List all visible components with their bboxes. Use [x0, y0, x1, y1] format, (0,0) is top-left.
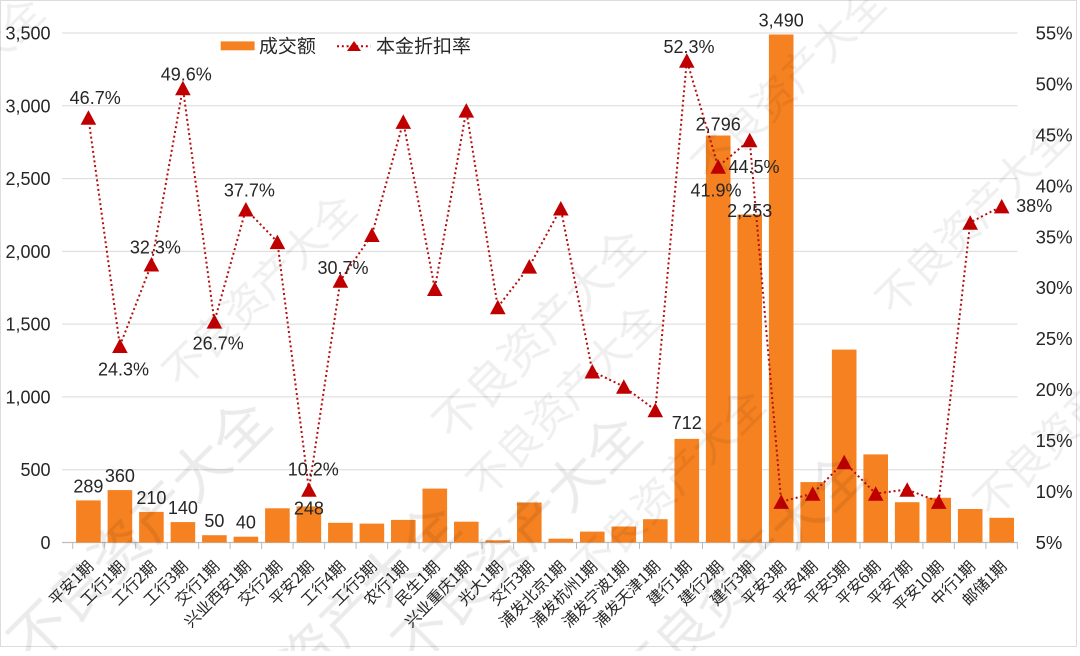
- svg-text:32.3%: 32.3%: [130, 238, 181, 258]
- svg-text:41.9%: 41.9%: [690, 181, 741, 201]
- svg-text:2,253: 2,253: [727, 201, 772, 221]
- svg-text:50: 50: [204, 511, 224, 531]
- svg-text:2,000: 2,000: [5, 242, 50, 262]
- svg-text:30.7%: 30.7%: [317, 258, 368, 278]
- svg-text:3,000: 3,000: [5, 96, 50, 116]
- svg-text:3,490: 3,490: [759, 11, 804, 31]
- svg-text:46.7%: 46.7%: [70, 88, 121, 108]
- svg-text:37.7%: 37.7%: [224, 181, 275, 201]
- svg-text:248: 248: [294, 498, 324, 518]
- svg-text:20%: 20%: [1036, 379, 1073, 400]
- svg-text:35%: 35%: [1036, 226, 1073, 247]
- svg-text:38%: 38%: [1016, 196, 1052, 216]
- svg-text:289: 289: [73, 476, 103, 496]
- svg-text:49.6%: 49.6%: [161, 64, 212, 84]
- svg-text:5%: 5%: [1036, 532, 1063, 553]
- svg-text:140: 140: [168, 498, 198, 518]
- svg-text:10%: 10%: [1036, 481, 1073, 502]
- svg-text:45%: 45%: [1036, 124, 1073, 145]
- svg-text:40%: 40%: [1036, 175, 1073, 196]
- svg-text:10.2%: 10.2%: [288, 460, 339, 480]
- svg-text:44.5%: 44.5%: [728, 157, 779, 177]
- svg-text:360: 360: [105, 466, 135, 486]
- svg-text:52.3%: 52.3%: [663, 37, 714, 57]
- svg-text:0: 0: [40, 533, 50, 553]
- svg-text:2,500: 2,500: [5, 169, 50, 189]
- svg-text:712: 712: [672, 413, 702, 433]
- svg-text:1,000: 1,000: [5, 387, 50, 407]
- svg-text:25%: 25%: [1036, 328, 1073, 349]
- svg-text:55%: 55%: [1036, 23, 1073, 44]
- svg-text:1,500: 1,500: [5, 315, 50, 335]
- svg-text:30%: 30%: [1036, 277, 1073, 298]
- svg-text:500: 500: [20, 460, 50, 480]
- svg-text:40: 40: [236, 513, 256, 533]
- svg-text:50%: 50%: [1036, 73, 1073, 94]
- svg-text:24.3%: 24.3%: [98, 360, 149, 380]
